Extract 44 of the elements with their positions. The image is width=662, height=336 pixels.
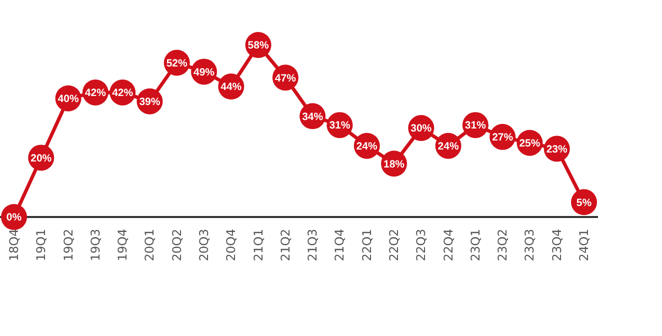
x-tick-label: 23Q3 (522, 228, 537, 262)
data-label: 24% (356, 140, 378, 153)
data-label: 47% (274, 72, 297, 84)
x-tick-label: 20Q4 (224, 228, 238, 262)
data-label: 34% (302, 110, 324, 123)
data-label: 42% (112, 87, 134, 100)
x-tick-label: 21Q2 (278, 228, 292, 262)
data-label: 20% (30, 152, 52, 164)
x-tick-label: 22Q2 (387, 228, 401, 262)
x-tick-label: 22Q4 (441, 228, 456, 262)
data-label: 25% (519, 138, 541, 150)
data-label: 0% (6, 212, 22, 224)
data-label: 58% (248, 40, 270, 52)
data-label: 39% (139, 96, 161, 108)
x-tick-label: 21Q4 (332, 228, 347, 262)
data-label: 23% (546, 143, 568, 156)
x-tick-label: 22Q3 (414, 228, 428, 262)
x-tick-label: 20Q1 (142, 228, 157, 262)
data-label: 18% (383, 158, 406, 170)
x-tick-label: 22Q1 (360, 228, 374, 262)
data-label: 49% (193, 66, 216, 78)
x-tick-label: 23Q4 (550, 228, 564, 262)
data-label: 44% (220, 81, 242, 94)
x-tick-label: 23Q2 (496, 228, 510, 262)
data-label: 24% (438, 140, 460, 153)
data-label: 5% (576, 196, 592, 209)
x-tick-label: 21Q3 (306, 228, 320, 262)
data-label: 40% (58, 93, 80, 106)
x-tick-label: 20Q2 (170, 228, 184, 262)
x-tick-label: 24Q1 (577, 228, 591, 262)
data-label: 42% (84, 87, 107, 100)
x-tick-label: 21Q1 (251, 228, 266, 262)
x-tick-label: 20Q3 (197, 228, 211, 262)
x-tick-label: 18Q4 (7, 228, 21, 262)
x-tick-label: 23Q1 (468, 228, 482, 262)
data-label: 52% (166, 57, 188, 70)
x-tick-label: 19Q3 (88, 228, 102, 262)
x-tick-label: 19Q2 (61, 228, 76, 262)
x-tick-label: 19Q1 (34, 228, 48, 262)
data-label: 27% (492, 132, 514, 144)
data-label: 31% (464, 120, 487, 132)
x-tick-label: 19Q4 (116, 228, 130, 262)
data-label: 31% (329, 120, 351, 132)
data-label: 30% (410, 122, 432, 135)
